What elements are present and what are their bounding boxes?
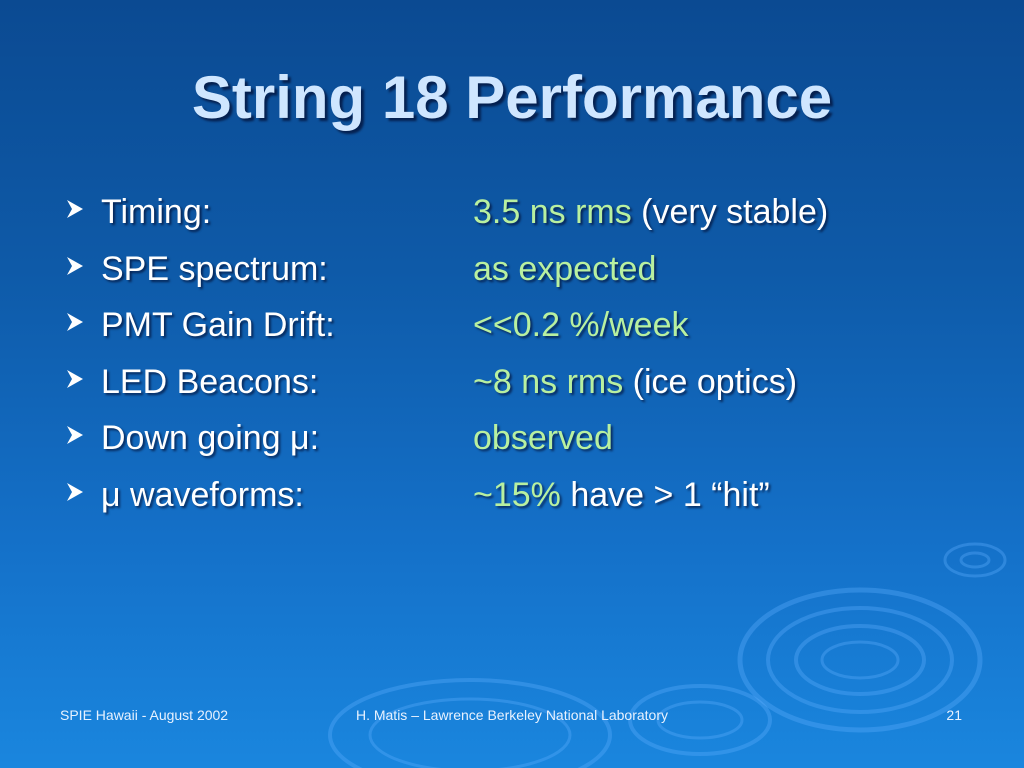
item-label: Timing: (101, 193, 212, 231)
item-value: <<0.2 %/week (473, 303, 688, 347)
item-value-note: (ice optics) (623, 362, 798, 401)
item-label: Down going μ: (101, 419, 320, 457)
list-item: LED Beacons: ~8 ns rms (ice optics) (64, 360, 984, 417)
footer-author: H. Matis – Lawrence Berkeley National La… (355, 707, 669, 723)
arrow-bullet-icon (67, 200, 83, 218)
list-item: Timing: 3.5 ns rms (very stable) (64, 190, 984, 247)
slide-title: String 18 Performance (191, 64, 833, 131)
arrow-bullet-icon (67, 426, 83, 444)
item-value: observed (473, 416, 613, 460)
item-value-note: have > 1 “hit” (560, 475, 770, 514)
arrow-bullet-icon (67, 369, 83, 388)
item-value-note: (very stable) (631, 193, 829, 231)
list-item: SPE spectrum: as expected (64, 247, 984, 304)
item-label: μ waveforms: (101, 475, 304, 514)
item-value-highlight: <<0.2 %/week (473, 306, 689, 344)
item-value-highlight: 3.5 ns rms (473, 193, 632, 231)
item-value-highlight: observed (473, 419, 613, 457)
list-item: μ waveforms: ~15% have > 1 “hit” (64, 473, 984, 530)
arrow-bullet-icon (67, 256, 83, 275)
arrow-bullet-icon (67, 313, 83, 331)
item-value: ~15% have > 1 “hit” (473, 473, 770, 517)
page-number: 21 (946, 707, 962, 723)
item-value: ~8 ns rms (ice optics) (473, 360, 797, 404)
list-item: Down going μ: observed (64, 416, 984, 473)
item-value-highlight: ~8 ns rms (473, 362, 624, 401)
item-value: as expected (473, 247, 656, 291)
bullet-list: Timing: 3.5 ns rms (very stable) SPE spe… (64, 190, 984, 529)
item-label: PMT Gain Drift: (101, 306, 335, 344)
arrow-bullet-icon (67, 482, 83, 501)
item-value-highlight: as expected (473, 249, 657, 288)
item-value: 3.5 ns rms (very stable) (473, 190, 828, 234)
item-label: SPE spectrum: (101, 249, 328, 288)
footer-event: SPIE Hawaii - August 2002 (60, 707, 229, 723)
list-item: PMT Gain Drift: <<0.2 %/week (64, 303, 984, 360)
item-value-highlight: ~15% (473, 475, 561, 514)
item-label: LED Beacons: (101, 362, 319, 401)
